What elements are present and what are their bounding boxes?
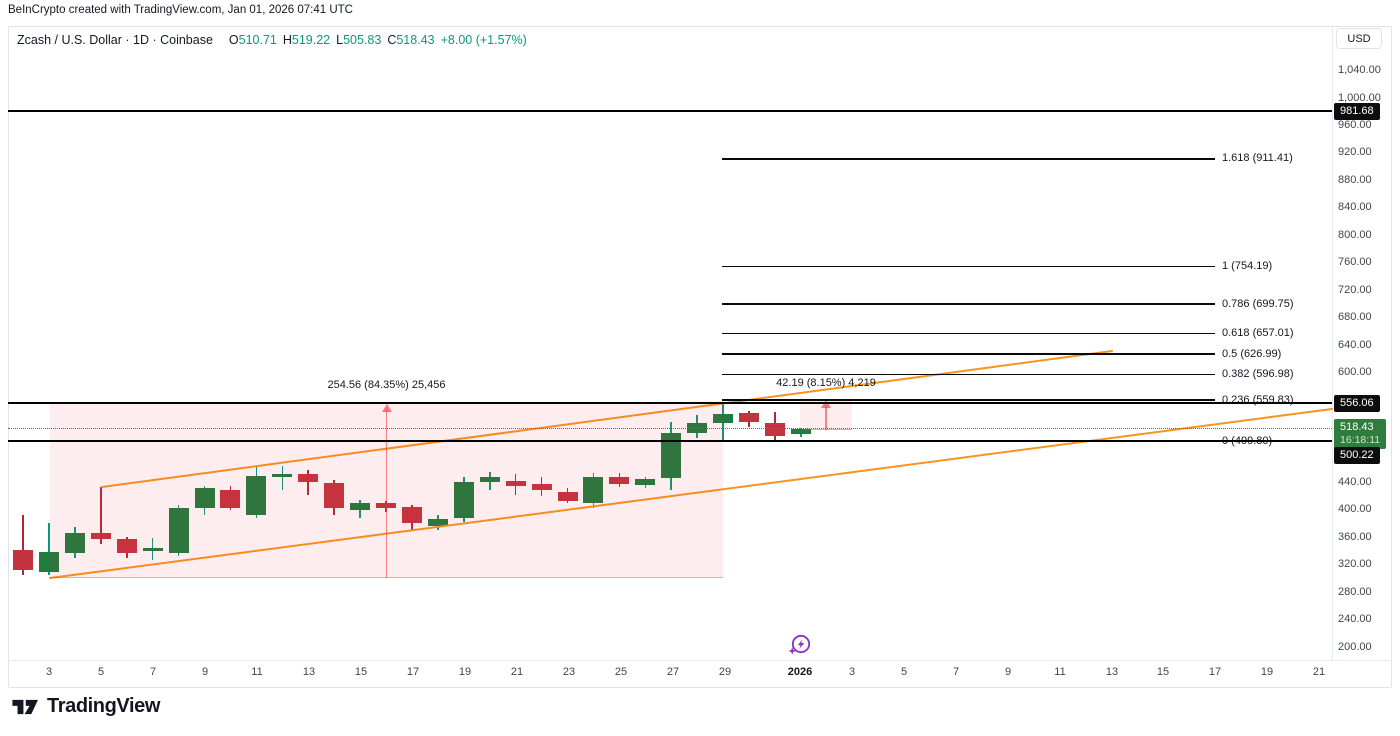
time-axis-tick: 5 — [97, 666, 105, 678]
candle — [13, 550, 33, 571]
price-axis-tick: 1,000.00 — [1338, 91, 1381, 104]
time-axis-tick: 21 — [1312, 666, 1326, 678]
open-label: O — [228, 33, 239, 47]
measurement-arrow — [825, 406, 827, 430]
time-axis-tick: 2026 — [787, 666, 813, 678]
bar-countdown: 16:18:11 — [1340, 434, 1381, 446]
time-axis-tick: 23 — [562, 666, 576, 678]
high-value: 519.22 — [291, 33, 331, 47]
price-axis-tick: 200.00 — [1338, 640, 1372, 653]
time-axis-tick: 7 — [952, 666, 960, 678]
close-label: C — [387, 33, 397, 47]
horizontal-price-line — [8, 109, 1332, 112]
time-axis-tick: 9 — [201, 666, 209, 678]
price-axis-tick: 960.00 — [1338, 118, 1372, 131]
low-label: L — [336, 33, 344, 47]
footer-branding[interactable]: TradingView — [10, 695, 160, 718]
horizontal-price-line — [8, 401, 1332, 404]
price-tag: 518.43 16:18:11 — [1334, 419, 1387, 449]
fibonacci-level-line — [722, 353, 1215, 355]
price-tag: 981.68 — [1334, 102, 1380, 120]
close-value: 518.43 — [396, 33, 435, 47]
price-axis-tick: 400.00 — [1338, 503, 1372, 516]
high-label: H — [282, 33, 292, 47]
time-axis-tick: 21 — [510, 666, 524, 678]
time-axis-tick: 17 — [1208, 666, 1222, 678]
time-axis-tick: 11 — [251, 666, 263, 678]
candle — [764, 423, 785, 436]
price-axis-tick: 760.00 — [1338, 256, 1372, 269]
price-axis-tick: 360.00 — [1338, 530, 1372, 543]
open-value: 510.71 — [238, 33, 277, 47]
fibonacci-level-line — [722, 332, 1215, 335]
time-axis-tick: 3 — [45, 666, 53, 678]
time-axis-tick: 9 — [1004, 666, 1012, 678]
time-axis-tick: 11 — [1054, 666, 1066, 678]
fibonacci-level-label: 0.382 (596.98) — [1222, 368, 1294, 381]
fibonacci-level-label: 1 (754.19) — [1222, 260, 1273, 273]
fibonacci-level-label: 0.786 (699.75) — [1222, 297, 1294, 310]
price-axis-tick: 240.00 — [1338, 613, 1372, 626]
low-value: 505.83 — [343, 33, 382, 47]
currency-usd-button[interactable]: USD — [1336, 28, 1382, 49]
candle-wick — [22, 515, 24, 575]
time-axis-tick: 19 — [1260, 666, 1274, 678]
price-axis-tick: 1,040.00 — [1338, 64, 1381, 77]
price-axis-tick: 720.00 — [1338, 283, 1372, 296]
time-axis-tick: 3 — [848, 666, 856, 678]
candle — [739, 413, 760, 422]
price-axis-tick: 320.00 — [1338, 558, 1372, 571]
time-axis-tick: 13 — [1105, 666, 1119, 678]
lightning-event-icon[interactable] — [787, 633, 813, 664]
fibonacci-level-line — [722, 265, 1215, 268]
fibonacci-level-line — [722, 399, 1215, 401]
time-axis-tick: 27 — [666, 666, 680, 678]
price-axis-separator — [1332, 26, 1333, 660]
measurement-arrowhead-up-icon — [381, 404, 392, 412]
fibonacci-level-label: 0.236 (559.83) — [1222, 393, 1294, 406]
price-tag: 556.06 — [1334, 394, 1380, 412]
symbol-legend[interactable]: Zcash / U.S. Dollar · 1D · Coinbase O510.… — [17, 33, 527, 47]
price-tag: 500.22 — [1334, 446, 1380, 464]
price-axis-tick: 680.00 — [1338, 311, 1372, 324]
price-axis-tick: 840.00 — [1338, 201, 1372, 214]
price-axis-tick: 440.00 — [1338, 475, 1372, 488]
change-value: +8.00 (+1.57%) — [440, 33, 527, 47]
fibonacci-level-line — [722, 158, 1215, 160]
fibonacci-level-line — [722, 303, 1215, 305]
time-axis-tick: 19 — [458, 666, 472, 678]
time-axis-tick: 29 — [718, 666, 732, 678]
candle-wick — [48, 522, 50, 575]
fibonacci-level-label: 0.618 (657.01) — [1222, 326, 1294, 339]
time-axis-tick: 13 — [302, 666, 316, 678]
price-axis-tick: 880.00 — [1338, 173, 1372, 186]
fibonacci-level-label: 1.618 (911.41) — [1222, 152, 1293, 165]
tradingview-logo-icon — [12, 699, 38, 714]
time-axis-tick: 5 — [900, 666, 908, 678]
measurement-arrow — [385, 410, 388, 578]
horizontal-price-line — [8, 440, 1332, 443]
price-axis-tick: 800.00 — [1338, 228, 1372, 241]
measurement-label: 42.19 (8.15%) 4,219 — [776, 376, 876, 389]
fibonacci-level-line — [722, 373, 1215, 376]
symbol-title: Zcash / U.S. Dollar · 1D · Coinbase — [17, 33, 213, 47]
time-axis-tick: 15 — [354, 666, 368, 678]
time-axis-tick: 25 — [614, 666, 628, 678]
fibonacci-level-label: 0.5 (626.99) — [1222, 347, 1282, 360]
time-axis-tick: 15 — [1156, 666, 1170, 678]
measurement-label: 254.56 (84.35%) 25,456 — [327, 378, 446, 391]
time-axis-tick: 7 — [149, 666, 157, 678]
price-axis-tick: 640.00 — [1338, 338, 1372, 351]
current-price-dotted-line — [8, 427, 1332, 429]
attribution-text: BeInCrypto created with TradingView.com,… — [8, 4, 353, 16]
price-axis-tick: 280.00 — [1338, 585, 1372, 598]
time-axis-tick: 17 — [406, 666, 420, 678]
time-axis-separator — [8, 660, 1392, 661]
price-axis-tick: 600.00 — [1338, 366, 1372, 379]
tradingview-wordmark: TradingView — [47, 695, 161, 717]
price-axis-tick: 920.00 — [1338, 146, 1372, 159]
